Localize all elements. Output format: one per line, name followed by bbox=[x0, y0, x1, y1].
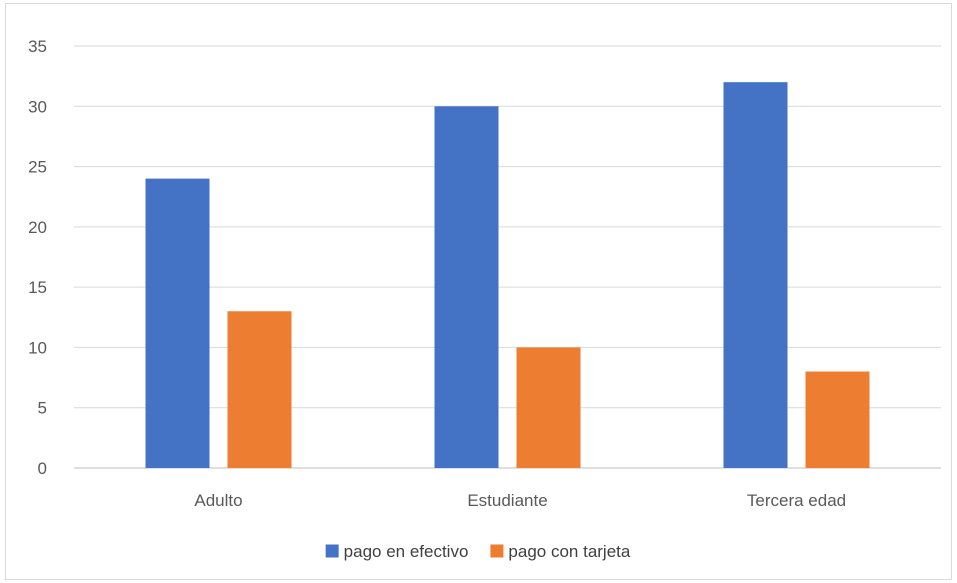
y-tick-label: 15 bbox=[28, 278, 47, 297]
y-tick-label: 0 bbox=[38, 459, 47, 478]
bar-pago-con-tarjeta-tercera-edad bbox=[805, 371, 870, 468]
x-tick-label: Estudiante bbox=[467, 491, 547, 510]
x-tick-label: Adulto bbox=[194, 491, 242, 510]
y-tick-label: 20 bbox=[28, 218, 47, 237]
legend: pago en efectivo pago con tarjeta bbox=[325, 542, 631, 561]
y-tick-label: 5 bbox=[38, 399, 47, 418]
y-tick-label: 10 bbox=[28, 338, 47, 357]
y-tick-label: 25 bbox=[28, 158, 47, 177]
bar-pago-con-tarjeta-estudiante bbox=[516, 347, 581, 468]
legend-swatch bbox=[325, 544, 339, 558]
y-tick-label: 35 bbox=[28, 37, 47, 56]
bar-pago-en-efectivo-adulto bbox=[145, 178, 210, 468]
legend-label: pago en efectivo bbox=[344, 542, 469, 561]
bar-pago-en-efectivo-tercera-edad bbox=[723, 82, 788, 469]
x-tick-label: Tercera edad bbox=[747, 491, 846, 510]
legend-label: pago con tarjeta bbox=[508, 542, 630, 561]
bar-pago-con-tarjeta-adulto bbox=[227, 311, 292, 468]
legend-swatch bbox=[490, 544, 504, 558]
y-tick-label: 30 bbox=[28, 97, 47, 116]
bar-pago-en-efectivo-estudiante bbox=[434, 106, 499, 469]
